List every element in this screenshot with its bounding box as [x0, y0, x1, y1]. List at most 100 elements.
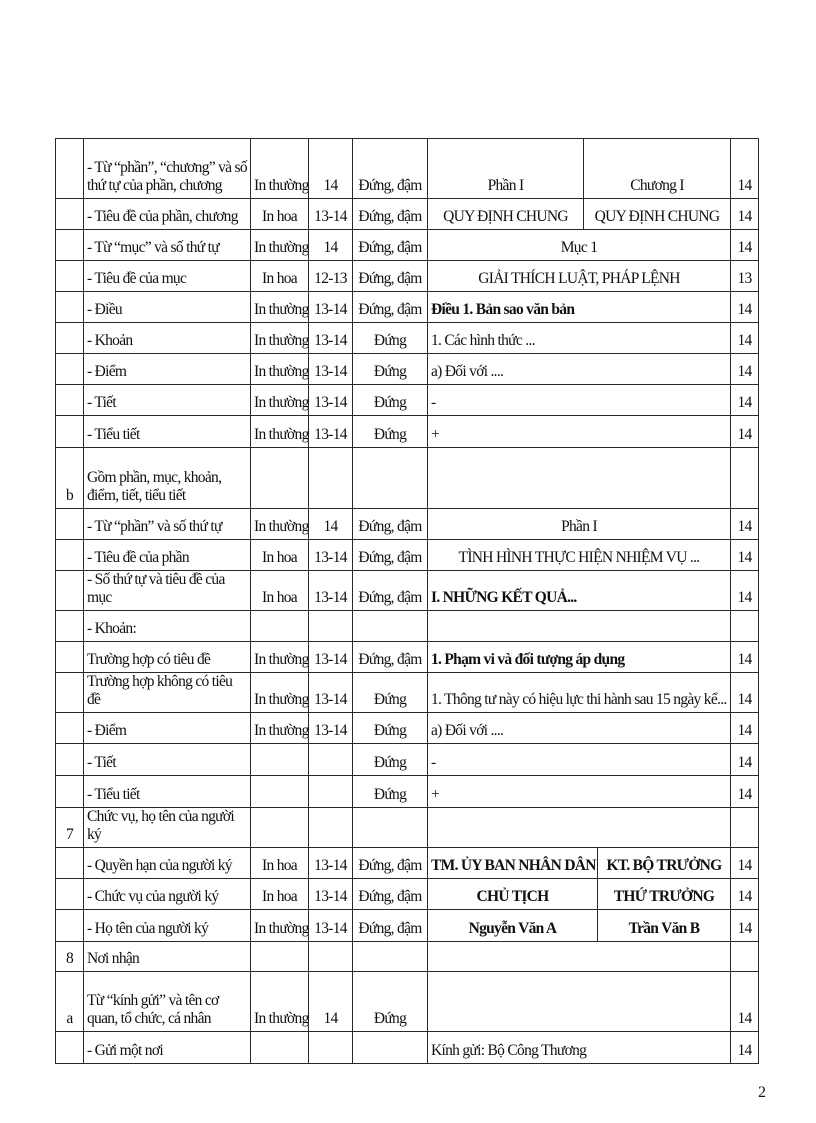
- sample-cell: -: [427, 743, 731, 776]
- sample-cell: +: [427, 775, 731, 808]
- point-size-cell: 14: [730, 229, 759, 261]
- table-row: - Họ tên của người ký In thường 13-14 Đứng,…: [55, 909, 759, 942]
- sample-cell-left: Phần I: [427, 138, 584, 199]
- font-size-cell: 14: [308, 138, 353, 199]
- item-name-cell: - Tiết: [83, 384, 251, 416]
- font-style-cell: Đứng: [352, 415, 428, 448]
- point-size-cell: 14: [730, 539, 759, 571]
- table-row: - Khoản:: [55, 610, 759, 642]
- item-name-cell: - Tiêu đề của phần: [83, 539, 251, 571]
- item-number-cell: [55, 641, 84, 673]
- letter-case-cell: In thường: [250, 322, 309, 354]
- font-style-cell: Đứng, đậm: [352, 291, 428, 323]
- sample-cell-left: Nguyễn Văn A: [427, 909, 598, 942]
- item-name-cell: - Khoản: [83, 322, 251, 354]
- point-size-cell: [730, 447, 759, 509]
- font-style-cell: Đứng, đậm: [352, 198, 428, 230]
- point-size-cell: 14: [730, 909, 759, 942]
- table-row: b Gồm phần, mục, khoản, điểm, tiết, tiểu …: [55, 447, 759, 509]
- font-size-cell: 12-13: [308, 260, 353, 292]
- item-number-cell: [55, 508, 84, 540]
- table-row: a Từ “kính gửi” và tên cơ quan, tổ chức, …: [55, 971, 759, 1032]
- item-number-cell: [55, 415, 84, 448]
- sample-cell: [427, 610, 731, 642]
- item-name-cell: - Từ “phần” và số thứ tự: [83, 508, 251, 540]
- sample-cell: GIẢI THÍCH LUẬT, PHÁP LỆNH: [427, 260, 731, 292]
- letter-case-cell: [250, 743, 309, 776]
- point-size-cell: 14: [730, 384, 759, 416]
- item-number-cell: [55, 743, 84, 776]
- formatting-table: - Từ “phần”, “chương” và số thứ tự của p…: [55, 138, 759, 1064]
- sample-cell-right: QUY ĐỊNH CHUNG: [583, 198, 731, 230]
- table-row: 7 Chức vụ, họ tên của người ký: [55, 807, 759, 848]
- item-number-cell: [55, 672, 84, 713]
- letter-case-cell: In thường: [250, 353, 309, 385]
- point-size-cell: 13: [730, 260, 759, 292]
- table-row: - Tiêu đề của phần In hoa 13-14 Đứng, đậm TÌ…: [55, 539, 759, 571]
- font-style-cell: Đứng, đậm: [352, 138, 428, 199]
- point-size-cell: 14: [730, 847, 759, 879]
- item-number-cell: [55, 775, 84, 808]
- point-size-cell: 14: [730, 641, 759, 673]
- letter-case-cell: In thường: [250, 384, 309, 416]
- item-number-cell: [55, 229, 84, 261]
- font-style-cell: Đứng: [352, 743, 428, 776]
- font-style-cell: Đứng: [352, 971, 428, 1032]
- sample-cell: +: [427, 415, 731, 448]
- item-number-cell: b: [55, 447, 84, 509]
- font-size-cell: [308, 610, 353, 642]
- letter-case-cell: In hoa: [250, 570, 309, 611]
- item-number-cell: 7: [55, 807, 84, 848]
- letter-case-cell: In thường: [250, 672, 309, 713]
- table-row: Trường hợp không có tiêu đề In thường 13-1…: [55, 672, 759, 713]
- font-style-cell: Đứng, đậm: [352, 570, 428, 611]
- font-style-cell: Đứng: [352, 353, 428, 385]
- sample-cell-right: THỨ TRƯỞNG: [597, 878, 731, 910]
- point-size-cell: 14: [730, 775, 759, 808]
- font-size-cell: 13-14: [308, 672, 353, 713]
- item-number-cell: [55, 539, 84, 571]
- letter-case-cell: [250, 807, 309, 848]
- table-row: - Gửi một nơi Kính gửi: Bộ Công Thương 14: [55, 1031, 759, 1064]
- sample-cell: 1. Phạm vi và đối tượng áp dụng: [427, 641, 731, 673]
- point-size-cell: 14: [730, 322, 759, 354]
- item-name-cell: - Khoản:: [83, 610, 251, 642]
- item-name-cell: - Từ “mục” và số thứ tự: [83, 229, 251, 261]
- table-row: - Điểm In thường 13-14 Đứng a) Đối với .... 1…: [55, 712, 759, 744]
- item-name-cell: - Tiết: [83, 743, 251, 776]
- table-row: - Khoản In thường 13-14 Đứng 1. Các hình thứ…: [55, 322, 759, 354]
- item-name-cell: Từ “kính gửi” và tên cơ quan, tổ chức, c…: [83, 971, 251, 1032]
- item-name-cell: - Chức vụ của người ký: [83, 878, 251, 910]
- item-name-cell: - Họ tên của người ký: [83, 909, 251, 942]
- font-style-cell: Đứng, đậm: [352, 260, 428, 292]
- table-row: - Số thứ tự và tiêu đề của mục In hoa 13-1…: [55, 570, 759, 611]
- point-size-cell: 14: [730, 415, 759, 448]
- font-size-cell: 13-14: [308, 322, 353, 354]
- font-size-cell: [308, 743, 353, 776]
- font-size-cell: 13-14: [308, 291, 353, 323]
- item-number-cell: [55, 322, 84, 354]
- item-number-cell: [55, 198, 84, 230]
- item-number-cell: [55, 384, 84, 416]
- font-size-cell: 14: [308, 229, 353, 261]
- table-row: - Chức vụ của người ký In hoa 13-14 Đứng, đ…: [55, 878, 759, 910]
- sample-cell-left: TM. ỦY BAN NHÂN DÂN: [427, 847, 598, 879]
- sample-cell: Phần I: [427, 508, 731, 540]
- item-name-cell: - Điều: [83, 291, 251, 323]
- point-size-cell: 14: [730, 353, 759, 385]
- font-size-cell: 13-14: [308, 415, 353, 448]
- item-number-cell: [55, 570, 84, 611]
- sample-cell: TÌNH HÌNH THỰC HIỆN NHIỆM VỤ ...: [427, 539, 731, 571]
- point-size-cell: [730, 941, 759, 972]
- item-name-cell: - Quyền hạn của người ký: [83, 847, 251, 879]
- sample-cell: [427, 447, 731, 509]
- font-size-cell: 14: [308, 971, 353, 1032]
- font-size-cell: [308, 807, 353, 848]
- item-number-cell: [55, 909, 84, 942]
- letter-case-cell: In thường: [250, 415, 309, 448]
- sample-cell: -: [427, 384, 731, 416]
- table-row: - Từ “phần” và số thứ tự In thường 14 Đứng,…: [55, 508, 759, 540]
- font-style-cell: Đứng: [352, 775, 428, 808]
- font-size-cell: [308, 447, 353, 509]
- item-number-cell: [55, 610, 84, 642]
